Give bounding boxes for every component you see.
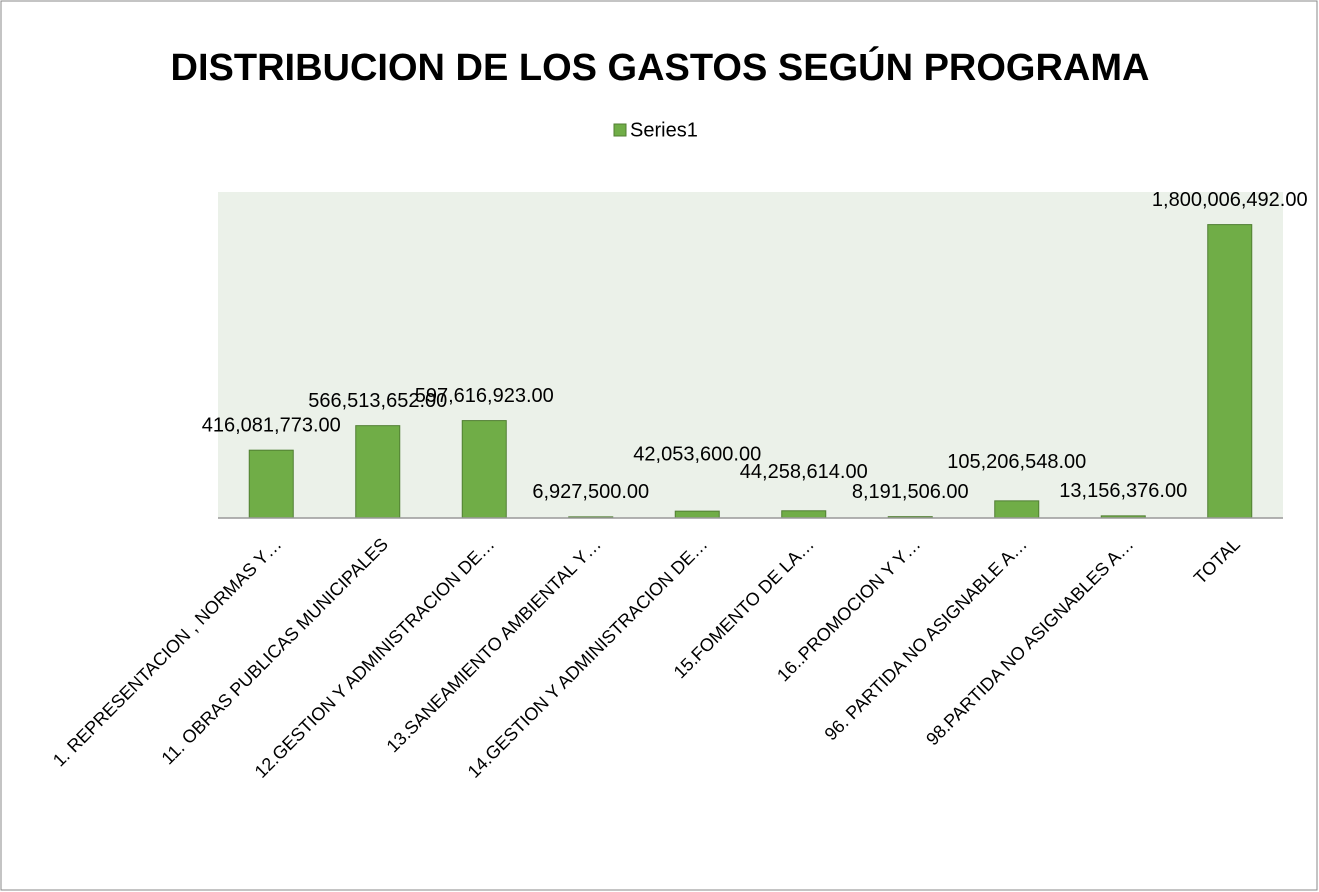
data-label: 42,053,600.00 xyxy=(633,443,761,465)
legend-swatch xyxy=(613,123,627,137)
data-label: 13,156,376.00 xyxy=(1059,480,1187,502)
data-label: 105,206,548.00 xyxy=(947,451,1086,473)
chart-title: DISTRIBUCION DE LOS GASTOS SEGÚN PROGRAM… xyxy=(171,45,1150,89)
bar xyxy=(1207,224,1253,519)
bar xyxy=(674,510,720,519)
data-label: 1,800,006,492.00 xyxy=(1152,189,1308,211)
bar xyxy=(248,449,294,519)
data-label: 597,616,923.00 xyxy=(415,385,554,407)
data-label: 44,258,614.00 xyxy=(740,461,868,483)
legend-label: Series1 xyxy=(630,119,698,141)
bar xyxy=(461,420,507,519)
data-label: 416,081,773.00 xyxy=(202,414,341,436)
bar xyxy=(781,510,827,519)
bar xyxy=(994,500,1040,519)
data-label: 8,191,506.00 xyxy=(852,481,969,503)
data-label: 566,513,652.00 xyxy=(308,390,447,412)
bar xyxy=(355,425,401,519)
data-label: 6,927,500.00 xyxy=(532,481,649,503)
